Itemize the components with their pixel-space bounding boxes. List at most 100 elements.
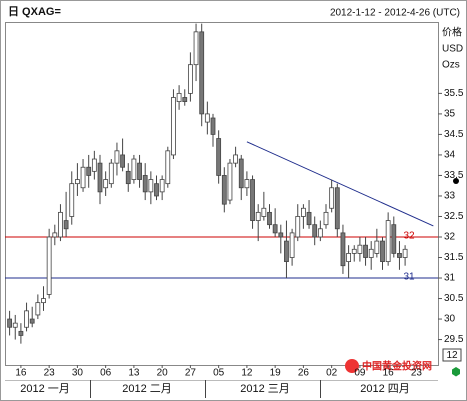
y-tick-label: 35.5 <box>444 88 464 99</box>
x-tick-label: 19 <box>270 368 282 379</box>
x-tick-label: 09 <box>354 368 366 379</box>
candle-body <box>75 179 80 185</box>
y-label: USD <box>442 44 463 55</box>
candle-body <box>374 240 380 254</box>
candle-body <box>380 240 385 263</box>
candle-body <box>323 211 329 226</box>
candle-body <box>329 187 335 209</box>
candle-body <box>334 187 340 230</box>
trendline <box>246 141 434 227</box>
x-tick-label: 27 <box>185 368 197 379</box>
candle-body <box>63 220 69 230</box>
candle-body <box>46 236 52 295</box>
candle-body <box>171 97 176 156</box>
candle-body <box>103 179 109 189</box>
candle-body <box>233 154 239 164</box>
candle-body <box>52 232 58 238</box>
candle-body <box>24 310 29 328</box>
plot-layer <box>5 23 438 344</box>
candle-body <box>182 97 188 102</box>
candle-body <box>80 166 86 189</box>
candle-body <box>261 207 267 217</box>
logo-icon <box>345 359 359 373</box>
candle-body <box>216 138 222 176</box>
candle-body <box>199 31 205 115</box>
x-tick-label: 13 <box>128 368 140 379</box>
candle-body <box>295 216 301 238</box>
month-label: 2012 二月 <box>122 383 172 395</box>
candle-body <box>69 183 75 217</box>
y-tick-label: 33 <box>444 191 456 202</box>
candle-body <box>351 248 357 254</box>
zoom-box[interactable] <box>442 348 462 362</box>
y-tick-label: 35 <box>444 109 456 120</box>
candle-body <box>255 211 261 221</box>
y-tick-label: 31.5 <box>444 252 464 263</box>
month-label: 2012 一月 <box>20 383 70 395</box>
y-label: Ozs <box>442 60 460 71</box>
candle-body <box>108 162 114 185</box>
candle-body <box>187 64 193 94</box>
candle-body <box>221 175 227 205</box>
candle-body <box>18 330 24 336</box>
candle-body <box>317 228 323 238</box>
x-tick-label: 30 <box>72 368 84 379</box>
candle-body <box>148 179 154 193</box>
candle-body <box>204 113 210 123</box>
candle-body <box>176 92 182 102</box>
y-tick-label: 29.5 <box>444 334 464 345</box>
candle-body <box>193 31 199 66</box>
candle-body <box>289 232 295 258</box>
y-tick-label: 30.5 <box>444 293 464 304</box>
candle-body <box>306 211 312 226</box>
candle-body <box>131 158 137 180</box>
y-tick-label: 31 <box>444 273 456 284</box>
date-range: 2012-1-12 - 2012-4-26 (UTC) <box>330 8 460 19</box>
candle-body <box>227 162 233 201</box>
candle-body <box>238 158 244 189</box>
hex-icon <box>452 367 460 377</box>
month-label: 2012 四月 <box>360 383 410 395</box>
candle-body <box>340 232 346 267</box>
x-tick-label: 02 <box>326 368 338 379</box>
candle-body <box>114 150 120 164</box>
candle-body <box>357 244 363 254</box>
candle-body <box>97 162 103 193</box>
candle-body <box>120 154 125 168</box>
candle-body <box>284 240 289 263</box>
y-tick-label: 32.5 <box>444 211 464 222</box>
candle-body <box>300 207 306 217</box>
chart-title: 日 QXAG= <box>8 5 61 18</box>
x-tick-label: 16 <box>383 368 395 379</box>
candle-body <box>391 224 397 254</box>
candle-body <box>29 318 35 324</box>
candle-body <box>363 244 368 258</box>
candle-body <box>278 232 284 238</box>
horizontal-line-label: 32 <box>403 231 415 242</box>
candle-body <box>91 158 97 172</box>
zoom-label[interactable]: 12 <box>446 350 458 361</box>
x-tick-label: 23 <box>411 368 423 379</box>
marker-dot <box>453 178 459 184</box>
y-tick-label: 34.5 <box>444 129 464 140</box>
y-tick-label: 34 <box>444 150 456 161</box>
candle-body <box>58 211 63 238</box>
y-label: 价格 <box>442 26 462 39</box>
candle-body <box>250 179 255 221</box>
x-tick-label: 06 <box>100 368 112 379</box>
candle-body <box>12 322 18 328</box>
candle-body <box>86 166 92 176</box>
y-tick-label: 32 <box>444 232 456 243</box>
candle-body <box>142 175 148 193</box>
x-tick-label: 23 <box>44 368 56 379</box>
candle-body <box>35 302 41 316</box>
candle-body <box>397 253 402 258</box>
candle-body <box>7 318 12 328</box>
x-tick-label: 16 <box>15 368 27 379</box>
candle-body <box>402 248 408 258</box>
candle-body <box>312 224 318 238</box>
candle-body <box>154 183 159 197</box>
candle-body <box>346 253 352 263</box>
horizontal-line-label: 31 <box>403 272 415 283</box>
